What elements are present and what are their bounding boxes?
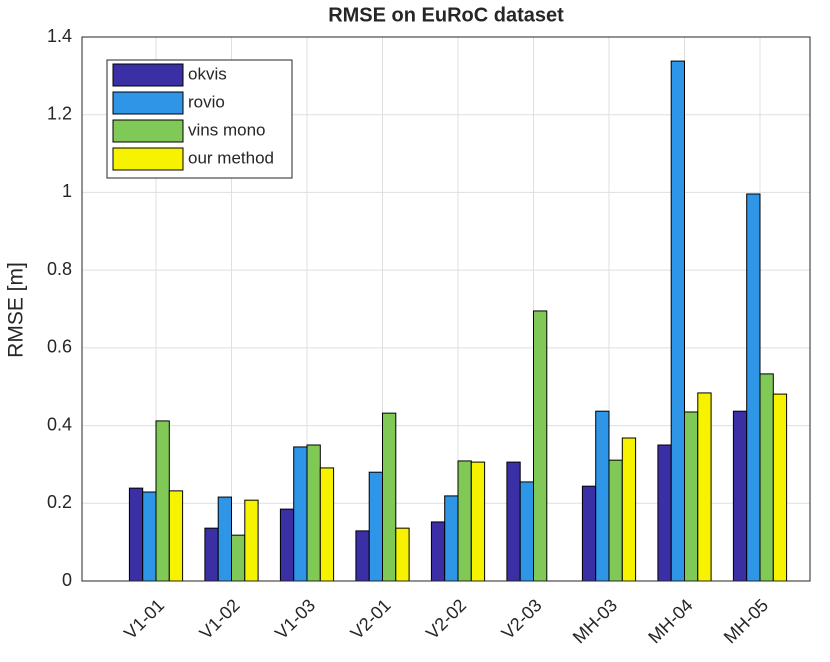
y-tick-label: 0 <box>62 570 72 590</box>
bar <box>430 521 446 582</box>
bar <box>155 420 170 582</box>
legend-swatch <box>112 63 184 87</box>
x-tick-label: V2-02 <box>422 595 470 643</box>
bar <box>457 460 472 582</box>
y-tick-label: 1.2 <box>47 103 72 123</box>
y-tick-label: 0.8 <box>47 259 72 279</box>
y-axis-label: RMSE [m] <box>5 262 28 358</box>
bar <box>697 392 712 582</box>
bar <box>168 490 184 582</box>
bar <box>293 446 308 582</box>
bar <box>217 496 232 582</box>
bar <box>506 461 521 582</box>
bar <box>772 393 788 582</box>
x-tick-label: MH-05 <box>720 595 772 647</box>
bar <box>519 481 535 582</box>
legend-label: our method <box>188 148 274 167</box>
axes-box <box>81 36 811 582</box>
x-tick-label: V2-01 <box>347 595 395 643</box>
legend-swatch <box>112 119 184 143</box>
bar <box>128 487 144 582</box>
bar <box>306 444 321 582</box>
bar <box>444 495 459 582</box>
bar <box>231 534 246 582</box>
bar <box>470 461 486 582</box>
bar <box>355 530 370 582</box>
bar <box>732 410 748 582</box>
y-tick-label: 1 <box>62 181 72 201</box>
x-tick-label: V1-03 <box>271 595 319 643</box>
bar <box>670 60 686 582</box>
x-tick-label: MH-04 <box>644 595 696 647</box>
bar <box>608 459 623 582</box>
bar <box>595 410 610 582</box>
bar <box>684 411 699 582</box>
y-tick-label: 0.4 <box>47 414 72 434</box>
bar <box>581 485 597 582</box>
chart-title: RMSE on EuRoC dataset <box>328 4 564 26</box>
legend-swatch <box>112 91 184 115</box>
bar <box>395 527 410 582</box>
x-tick-label: V1-01 <box>120 595 168 643</box>
x-tick-label: V2-03 <box>498 595 546 643</box>
y-tick-label: 1.4 <box>47 26 72 46</box>
x-tick-label: MH-03 <box>569 595 621 647</box>
legend-label: rovio <box>188 92 225 111</box>
bar <box>244 499 259 582</box>
bar <box>368 471 384 582</box>
legend-label: vins mono <box>188 120 265 139</box>
y-tick-label: 0.6 <box>47 337 72 357</box>
legend-label: okvis <box>188 64 227 83</box>
bar <box>759 373 774 582</box>
bar <box>533 310 548 582</box>
bar <box>621 437 637 582</box>
bar <box>657 444 672 582</box>
bar <box>746 193 761 582</box>
bar <box>382 412 397 582</box>
bar <box>142 491 157 582</box>
bar <box>319 467 335 582</box>
x-tick-label: V1-02 <box>196 595 244 643</box>
legend-swatch <box>112 147 184 171</box>
bar <box>204 527 219 582</box>
y-tick-label: 0.2 <box>47 492 72 512</box>
bar <box>279 508 295 582</box>
